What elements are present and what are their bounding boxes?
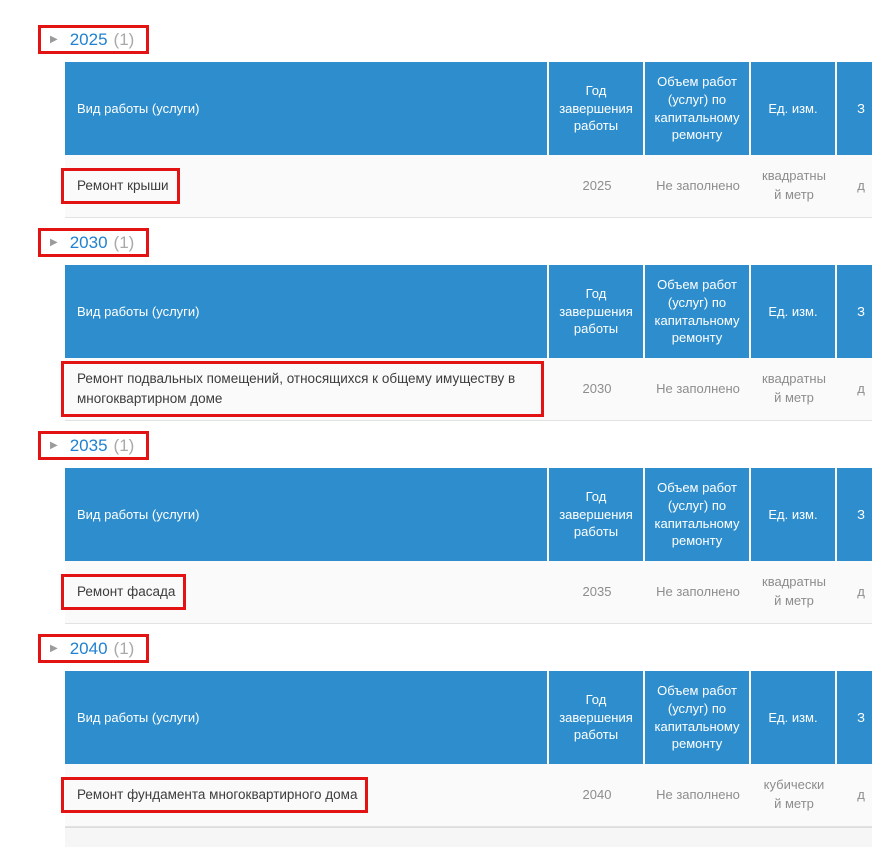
cut-cell: д: [837, 561, 872, 624]
expand-arrow-icon[interactable]: ▶: [50, 439, 58, 451]
unit-cell: квадратный метр: [751, 561, 837, 624]
year-group-count: (1): [113, 435, 135, 455]
work-type-cell: Ремонт фундамента многоквартирного дома: [61, 764, 549, 827]
work-type-cell: Ремонт подвальных помещений, относящихся…: [61, 358, 549, 421]
year-group-header: ▶ 2040 (1): [38, 634, 872, 663]
unit-cell: квадратный метр: [751, 155, 837, 218]
expand-arrow-icon[interactable]: ▶: [50, 236, 58, 248]
column-header-cut: З: [837, 671, 872, 764]
unit-cell: квадратный метр: [751, 358, 837, 421]
column-header-cut: З: [837, 468, 872, 561]
year-cell: 2035: [549, 561, 645, 624]
column-header-unit: Ед. изм.: [751, 468, 837, 561]
column-header-year: Год завершения работы: [549, 671, 645, 764]
works-table: Вид работы (услуги) Год завершения работ…: [61, 62, 872, 218]
year-group-toggle[interactable]: 2040: [69, 638, 108, 658]
year-cell: 2025: [549, 155, 645, 218]
year-group-toggle[interactable]: 2025: [69, 29, 108, 49]
year-group-count: (1): [113, 638, 135, 658]
expand-arrow-icon[interactable]: ▶: [50, 642, 58, 654]
works-table: Вид работы (услуги) Год завершения работ…: [61, 468, 872, 624]
year-group-toggle[interactable]: 2035: [69, 435, 108, 455]
year-group-2040: ▶ 2040 (1) Вид работы (услуги) Год завер…: [0, 634, 872, 847]
annotation-box: ▶ 2040 (1): [38, 634, 150, 663]
expand-arrow-icon[interactable]: ▶: [50, 33, 58, 45]
annotation-box[interactable]: Ремонт фундамента многоквартирного дома: [61, 777, 369, 813]
column-header-work: Вид работы (услуги): [65, 62, 549, 155]
column-header-unit: Ед. изм.: [751, 671, 837, 764]
column-header-unit: Ед. изм.: [751, 62, 837, 155]
volume-cell: Не заполнено: [645, 561, 751, 624]
year-group-2030: ▶ 2030 (1) Вид работы (услуги) Год завер…: [0, 228, 872, 421]
volume-cell: Не заполнено: [645, 764, 751, 827]
year-cell: 2030: [549, 358, 645, 421]
annotation-box: ▶ 2025 (1): [38, 25, 150, 54]
column-header-year: Год завершения работы: [549, 265, 645, 358]
annotation-box[interactable]: Ремонт фасада: [61, 574, 187, 610]
column-header-volume: Объем работ (услуг) по капитальному ремо…: [645, 62, 751, 155]
volume-cell: Не заполнено: [645, 358, 751, 421]
annotation-box[interactable]: Ремонт подвальных помещений, относящихся…: [61, 361, 544, 417]
work-type-cell: Ремонт крыши: [61, 155, 549, 218]
works-table: Вид работы (услуги) Год завершения работ…: [61, 671, 872, 827]
cut-cell: д: [837, 764, 872, 827]
cut-cell: д: [837, 155, 872, 218]
column-header-volume: Объем работ (услуг) по капитальному ремо…: [645, 468, 751, 561]
column-header-volume: Объем работ (услуг) по капитальному ремо…: [645, 265, 751, 358]
column-header-cut: З: [837, 62, 872, 155]
year-group-2035: ▶ 2035 (1) Вид работы (услуги) Год завер…: [0, 431, 872, 624]
year-cell: 2040: [549, 764, 645, 827]
column-header-year: Год завершения работы: [549, 468, 645, 561]
table-footer-strip: [65, 827, 872, 847]
column-header-work: Вид работы (услуги): [65, 671, 549, 764]
column-header-unit: Ед. изм.: [751, 265, 837, 358]
annotation-box[interactable]: Ремонт крыши: [61, 168, 180, 204]
column-header-cut: З: [837, 265, 872, 358]
year-group-count: (1): [113, 232, 135, 252]
work-type-cell: Ремонт фасада: [61, 561, 549, 624]
column-header-year: Год завершения работы: [549, 62, 645, 155]
year-group-toggle[interactable]: 2030: [69, 232, 108, 252]
annotation-box: ▶ 2030 (1): [38, 228, 150, 257]
column-header-work: Вид работы (услуги): [65, 265, 549, 358]
volume-cell: Не заполнено: [645, 155, 751, 218]
year-group-header: ▶ 2025 (1): [38, 25, 872, 54]
cut-cell: д: [837, 358, 872, 421]
unit-cell: кубический метр: [751, 764, 837, 827]
annotation-box: ▶ 2035 (1): [38, 431, 150, 460]
column-header-volume: Объем работ (услуг) по капитальному ремо…: [645, 671, 751, 764]
year-group-header: ▶ 2030 (1): [38, 228, 872, 257]
year-group-2025: ▶ 2025 (1) Вид работы (услуги) Год завер…: [0, 25, 872, 218]
year-group-count: (1): [113, 29, 135, 49]
column-header-work: Вид работы (услуги): [65, 468, 549, 561]
year-group-header: ▶ 2035 (1): [38, 431, 872, 460]
works-table: Вид работы (услуги) Год завершения работ…: [61, 265, 872, 421]
